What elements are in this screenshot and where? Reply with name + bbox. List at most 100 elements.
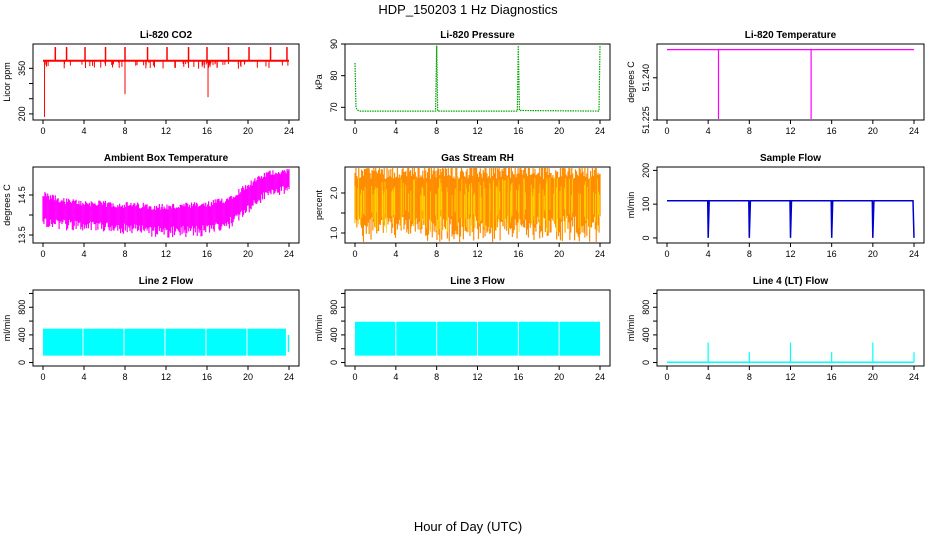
y-axis-label: degrees C <box>626 61 636 103</box>
y-tick-label: 51.225 <box>641 106 651 134</box>
panel-title: Line 3 Flow <box>450 276 505 287</box>
panel-pressure: Li-820 Pressure kPa 0 4 8 12 16 20 24 70 80 90 <box>314 30 611 136</box>
y-tick-label: 800 <box>329 300 339 315</box>
series-rh <box>354 168 601 242</box>
y-tick-label: 0 <box>329 360 339 365</box>
y-tick-label: 400 <box>17 327 27 342</box>
y-tick-label: 14.5 <box>17 186 27 204</box>
x-tick-label: 16 <box>202 126 212 136</box>
x-tick-label: 8 <box>122 249 127 259</box>
x-tick-label: 4 <box>81 249 86 259</box>
x-tick-label: 4 <box>706 372 711 382</box>
panel-li820-temp: Li-820 Temperature degrees C 0 4 8 12 16 20 24 51… <box>626 30 925 136</box>
x-tick-label: 12 <box>472 249 482 259</box>
x-tick-label: 4 <box>81 126 86 136</box>
x-tick-label: 4 <box>81 372 86 382</box>
x-tick-label: 20 <box>243 126 253 136</box>
x-tick-label: 0 <box>352 372 357 382</box>
data-line <box>667 48 914 119</box>
x-tick-label: 24 <box>284 126 294 136</box>
y-tick-label: 80 <box>329 71 339 81</box>
x-tick-label: 20 <box>868 126 878 136</box>
x-tick-label: 20 <box>243 372 253 382</box>
data-line <box>354 45 601 112</box>
data-line <box>667 200 915 238</box>
x-tick-label: 16 <box>202 249 212 259</box>
y-tick-label: 800 <box>17 300 27 315</box>
x-tick-label: 8 <box>747 126 752 136</box>
panel-title: Gas Stream RH <box>441 153 514 164</box>
y-axis-label: ml/min <box>2 315 12 342</box>
x-tick-label: 12 <box>785 126 795 136</box>
x-tick-label: 24 <box>909 126 919 136</box>
x-tick-label: 0 <box>40 126 45 136</box>
x-tick-label: 24 <box>595 126 605 136</box>
y-tick-label: 100 <box>641 197 651 212</box>
series-sample-flow <box>667 200 915 238</box>
x-tick-label: 12 <box>161 126 171 136</box>
data-area <box>43 328 286 356</box>
x-tick-label: 4 <box>393 126 398 136</box>
panel-line4-flow: Line 4 (LT) Flow ml/min 0 4 8 12 16 20 24 0 400 800 <box>626 276 925 382</box>
series-co2 <box>43 47 289 117</box>
y-tick-label: 51.240 <box>641 64 651 92</box>
y-axis-label: degrees C <box>2 184 12 226</box>
x-tick-label: 0 <box>664 372 669 382</box>
panel-co2: Li-820 CO2 Licor ppm 0 4 8 12 16 20 24 200 350 <box>2 30 300 136</box>
x-tick-label: 12 <box>785 372 795 382</box>
x-tick-label: 8 <box>434 372 439 382</box>
plot-frame <box>32 43 300 121</box>
panel-title: Sample Flow <box>760 153 821 164</box>
y-tick-label: 90 <box>329 39 339 49</box>
x-tick-label: 4 <box>706 249 711 259</box>
x-tick-label: 4 <box>393 372 398 382</box>
series-li820-temp <box>667 48 914 119</box>
panel-title: Li-820 Pressure <box>440 30 515 41</box>
x-tick-label: 0 <box>352 126 357 136</box>
plot-frame <box>656 43 925 121</box>
panel-sample-flow: Sample Flow ml/min 0 4 8 12 16 20 24 0 100 200 <box>626 153 925 259</box>
x-tick-label: 16 <box>827 249 837 259</box>
y-tick-label: 0 <box>641 360 651 365</box>
x-tick-label: 24 <box>595 249 605 259</box>
y-tick-label: 1.0 <box>329 227 339 240</box>
x-axis-label: Hour of Day (UTC) <box>413 519 523 534</box>
x-tick-label: 12 <box>161 249 171 259</box>
x-tick-label: 12 <box>472 126 482 136</box>
y-axis-label: percent <box>314 189 324 220</box>
y-tick-label: 350 <box>17 61 27 76</box>
y-axis-label: Licor ppm <box>2 62 12 102</box>
x-tick-label: 16 <box>513 126 523 136</box>
x-tick-label: 0 <box>40 249 45 259</box>
x-tick-label: 20 <box>243 249 253 259</box>
x-tick-label: 4 <box>393 249 398 259</box>
y-tick-label: 400 <box>329 327 339 342</box>
panel-rh: Gas Stream RH percent 0 4 8 12 16 20 24 1.0 2.0 <box>314 153 611 259</box>
series-line3-flow <box>355 321 600 359</box>
series-ambient-temp <box>42 168 290 238</box>
x-tick-label: 0 <box>664 249 669 259</box>
x-tick-label: 8 <box>122 372 127 382</box>
x-tick-label: 0 <box>664 126 669 136</box>
x-tick-label: 8 <box>747 372 752 382</box>
x-tick-label: 8 <box>434 249 439 259</box>
x-tick-label: 8 <box>434 126 439 136</box>
x-tick-label: 8 <box>122 126 127 136</box>
x-tick-label: 20 <box>868 249 878 259</box>
panel-line3-flow: Line 3 Flow ml/min 0 4 8 12 16 20 24 0 400 800 <box>314 276 611 382</box>
x-tick-label: 24 <box>284 249 294 259</box>
panel-line2-flow: Line 2 Flow ml/min 0 4 8 12 16 20 24 0 400 800 <box>2 276 300 382</box>
y-axis-label: kPa <box>314 74 324 90</box>
y-tick-label: 0 <box>17 360 27 365</box>
x-tick-label: 16 <box>202 372 212 382</box>
x-tick-label: 16 <box>513 372 523 382</box>
panel-title: Line 2 Flow <box>139 276 194 287</box>
x-tick-label: 8 <box>747 249 752 259</box>
x-tick-label: 0 <box>352 249 357 259</box>
series-line4-flow <box>667 342 915 363</box>
y-tick-label: 800 <box>641 300 651 315</box>
x-tick-label: 12 <box>785 249 795 259</box>
x-tick-label: 16 <box>513 249 523 259</box>
x-tick-label: 12 <box>472 372 482 382</box>
